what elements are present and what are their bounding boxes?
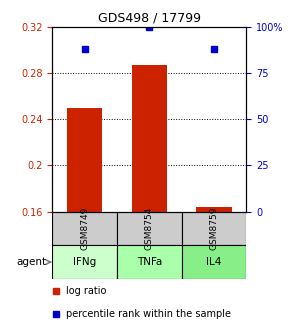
Text: percentile rank within the sample: percentile rank within the sample — [66, 309, 231, 319]
Text: IL4: IL4 — [206, 257, 222, 267]
Bar — [132, 65, 167, 212]
Text: agent: agent — [17, 257, 50, 267]
Text: TNFa: TNFa — [137, 257, 162, 267]
FancyBboxPatch shape — [182, 245, 246, 279]
FancyBboxPatch shape — [117, 212, 182, 245]
Bar — [196, 207, 232, 212]
FancyBboxPatch shape — [52, 212, 117, 245]
FancyBboxPatch shape — [52, 245, 117, 279]
FancyBboxPatch shape — [182, 212, 246, 245]
Text: IFNg: IFNg — [73, 257, 96, 267]
Text: GSM8754: GSM8754 — [145, 207, 154, 250]
Text: GSM8759: GSM8759 — [210, 207, 219, 250]
Text: log ratio: log ratio — [66, 287, 106, 296]
Text: GSM8749: GSM8749 — [80, 207, 89, 250]
FancyBboxPatch shape — [117, 245, 182, 279]
Bar — [67, 108, 102, 212]
Title: GDS498 / 17799: GDS498 / 17799 — [98, 11, 201, 24]
